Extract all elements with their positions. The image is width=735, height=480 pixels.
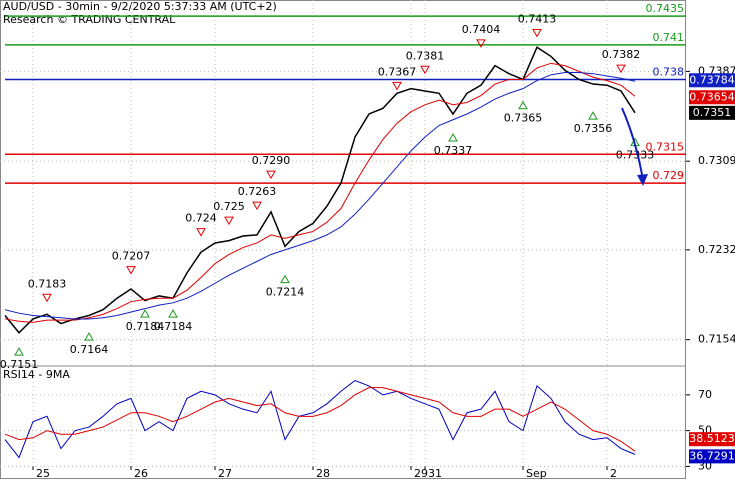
- series-line: [4, 72, 636, 320]
- swing-low-label: 0.7184: [154, 320, 193, 333]
- last-value-box: [689, 449, 735, 464]
- swing-low-label: 0.7214: [266, 286, 305, 299]
- level-label: 0.738: [653, 65, 685, 78]
- swing-low-marker: [280, 274, 290, 284]
- swing-high-label: 0.725: [213, 200, 245, 213]
- rsi-title: RSI14 - 9MA: [3, 368, 70, 381]
- swing-low-label: 0.7333: [616, 149, 655, 162]
- swing-low-label: 0.7164: [70, 343, 109, 356]
- projection-arrowhead: [637, 174, 648, 186]
- x-tick-label: 27: [218, 467, 232, 480]
- last-value-label: 38.5123: [689, 432, 735, 445]
- swing-high-label: 0.7382: [602, 48, 641, 61]
- swing-high-label: 0.7183: [28, 277, 67, 290]
- frame: [0, 0, 686, 479]
- last-value-label: 0.73784: [689, 73, 735, 86]
- swing-high-marker: [196, 228, 206, 237]
- swing-low-label: 0.7356: [574, 122, 613, 135]
- x-tick-label: 2: [610, 467, 617, 480]
- swing-high-label: 0.7413: [518, 12, 557, 25]
- last-value-box: [689, 105, 735, 120]
- swing-high-marker: [224, 216, 234, 226]
- last-value-box: [689, 73, 735, 88]
- swing-low-label: 0.7184: [126, 320, 165, 333]
- swing-low-marker: [84, 332, 94, 341]
- x-tick-label: 29: [414, 467, 428, 480]
- last-value-box: [689, 90, 735, 105]
- x-tick-label: 26: [134, 467, 148, 480]
- level-label: 0.729: [653, 169, 685, 182]
- swing-low-marker: [448, 132, 458, 142]
- swing-high-label: 0.7207: [112, 250, 151, 263]
- x-tick-label: 25: [36, 467, 50, 480]
- chart-subtitle: Research © TRADING CENTRAL: [3, 13, 176, 26]
- swing-high-label: 0.724: [185, 212, 217, 225]
- swing-low-marker: [588, 111, 598, 120]
- level-label: 0.7435: [646, 2, 685, 15]
- swing-high-marker: [42, 293, 52, 303]
- swing-low-marker: [14, 347, 24, 356]
- swing-low-label: 0.7151: [0, 358, 38, 371]
- y-tick-label: 0.7232: [698, 243, 735, 256]
- swing-high-marker: [476, 39, 486, 48]
- y-tick-label: 70: [698, 388, 712, 401]
- swing-low-label: 0.7337: [434, 144, 473, 157]
- swing-low-marker: [168, 309, 178, 318]
- level-label: 0.741: [653, 31, 685, 44]
- x-tick-label: 31: [428, 467, 442, 480]
- swing-low-label: 0.7365: [504, 112, 543, 125]
- swing-high-label: 0.7263: [238, 185, 277, 198]
- swing-low-marker: [140, 309, 150, 318]
- last-value-label: 36.7291: [689, 449, 735, 462]
- swing-high-label: 0.7404: [462, 23, 501, 36]
- chart-title: AUD/USD - 30min - 9/2/2020 5:37:33 AM (U…: [3, 0, 277, 13]
- last-value-label: 0.73654: [689, 90, 735, 103]
- level-label: 0.7315: [646, 140, 685, 153]
- last-value-box: [689, 432, 735, 447]
- series-line: [4, 62, 636, 323]
- series-line: [4, 46, 636, 334]
- swing-high-marker: [616, 64, 626, 74]
- swing-high-marker: [252, 201, 262, 211]
- swing-high-marker: [126, 266, 136, 275]
- x-tick-label: Sep: [526, 467, 547, 480]
- swing-high-marker: [532, 28, 542, 38]
- y-tick-label: 0.7154: [698, 333, 735, 346]
- swing-high-label: 0.7367: [378, 65, 417, 78]
- swing-low-marker: [518, 100, 528, 110]
- series-line: [4, 387, 636, 452]
- swing-high-label: 0.7381: [406, 49, 445, 62]
- series-line: [4, 379, 636, 459]
- x-tick-label: 28: [316, 467, 330, 480]
- y-tick-label: 0.7309: [698, 154, 735, 167]
- projection-arrow: [621, 107, 644, 181]
- swing-high-marker: [420, 65, 430, 75]
- swing-high-marker: [266, 170, 276, 180]
- swing-high-marker: [392, 81, 402, 91]
- last-value-label: 0.7351: [693, 106, 732, 119]
- swing-high-label: 0.7290: [252, 154, 291, 167]
